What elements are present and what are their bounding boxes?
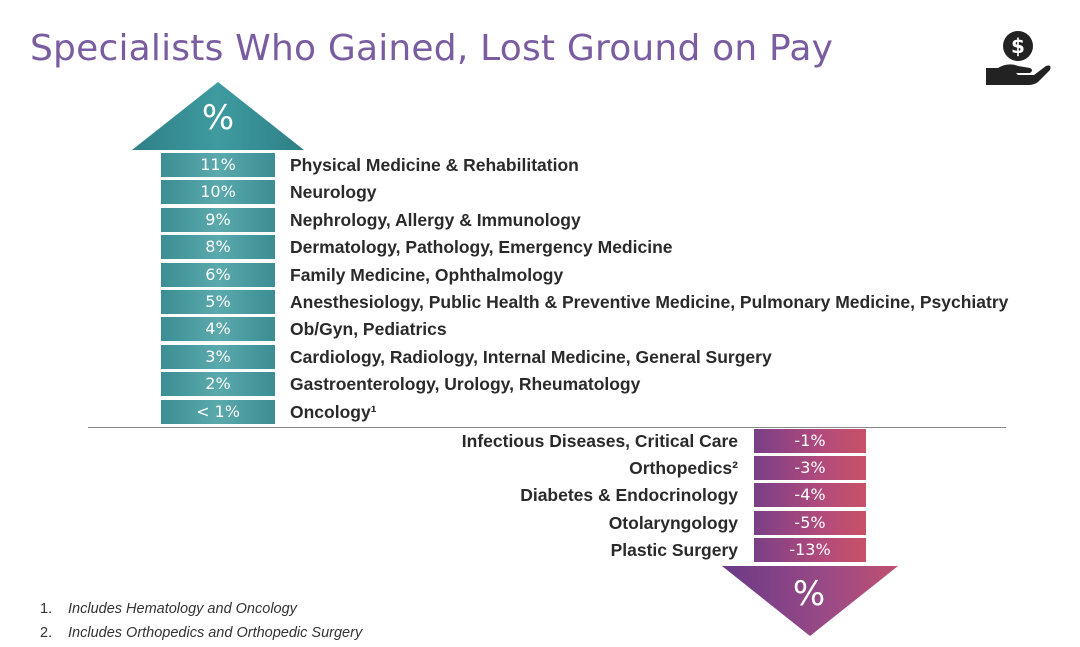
gained-bar-column: 11% 10% 9% 8% 6% 5% 4% 3% 2% < 1%	[161, 150, 275, 428]
lost-specialty-label: Orthopedics²	[629, 458, 738, 479]
gained-specialty-label: Gastroenterology, Urology, Rheumatology	[290, 374, 641, 395]
gained-value-cell: 5%	[161, 290, 275, 314]
gained-value-cell: 2%	[161, 372, 275, 397]
gained-value-cell: 11%	[161, 153, 275, 177]
gained-specialty-label: Oncology¹	[290, 401, 377, 422]
gained-specialty-label: Family Medicine, Ophthalmology	[290, 264, 564, 285]
page-title: Specialists Who Gained, Lost Ground on P…	[30, 28, 834, 69]
gained-specialty-label: Physical Medicine & Rehabilitation	[290, 155, 579, 175]
gained-value-cell: 4%	[161, 317, 275, 342]
gained-specialty-label: Neurology	[290, 182, 377, 203]
gained-value-cell: 8%	[161, 235, 275, 260]
lost-specialty-label: Plastic Surgery	[610, 539, 738, 560]
divider-line	[88, 427, 1006, 428]
up-arrow-label: %	[201, 98, 235, 138]
gained-value-cell: < 1%	[161, 399, 275, 424]
lost-value-cell: -3%	[754, 456, 866, 481]
lost-specialty-label: Infectious Diseases, Critical Care	[461, 431, 738, 451]
lost-value-cell: -4%	[754, 483, 866, 508]
svg-text:$: $	[1011, 34, 1025, 58]
lost-value-cell: -5%	[754, 510, 866, 535]
gained-specialty-label: Nephrology, Allergy & Immunology	[290, 209, 581, 230]
gained-specialty-label: Ob/Gyn, Pediatrics	[290, 319, 447, 340]
gained-specialty-label: Anesthesiology, Public Health & Preventi…	[290, 292, 1009, 312]
lost-specialty-label: Diabetes & Endocrinology	[520, 485, 738, 506]
lost-specialty-label: Otolaryngology	[608, 512, 738, 533]
lost-value-cell: -13%	[754, 537, 866, 562]
gained-value-cell: 9%	[161, 207, 275, 232]
lost-value-cell: -1%	[754, 429, 866, 453]
lost-bar-column: -1% -3% -4% -5% -13%	[754, 428, 866, 566]
money-hand-icon: $	[986, 31, 1051, 85]
gained-value-cell: 10%	[161, 180, 275, 205]
down-arrow-label: %	[792, 574, 826, 614]
gained-value-cell: 6%	[161, 262, 275, 287]
gained-value-cell: 3%	[161, 344, 275, 369]
up-arrow-head	[132, 82, 304, 150]
gained-specialty-label: Cardiology, Radiology, Internal Medicine…	[290, 346, 772, 367]
gained-specialty-label: Dermatology, Pathology, Emergency Medici…	[290, 237, 673, 258]
down-arrow-head	[722, 566, 898, 636]
